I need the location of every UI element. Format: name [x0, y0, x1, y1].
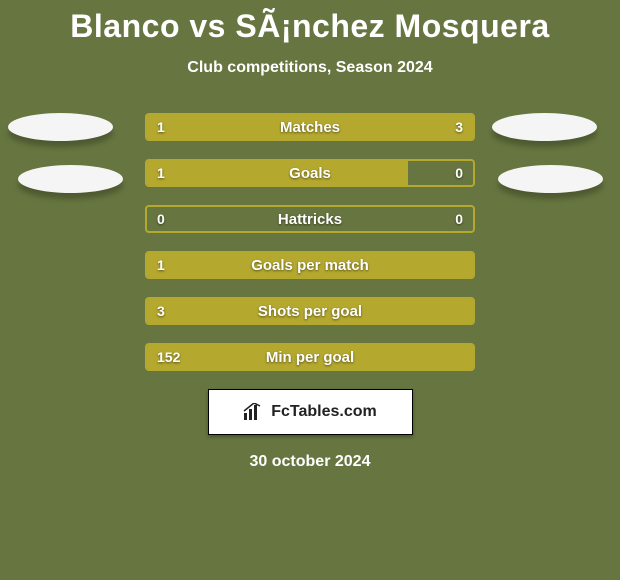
left-value: 3	[157, 299, 165, 323]
stat-label: Hattricks	[147, 207, 473, 231]
stat-row: 152Min per goal	[145, 343, 475, 371]
date-label: 30 october 2024	[0, 453, 620, 471]
stat-bars: 13Matches10Goals00Hattricks1Goals per ma…	[145, 113, 475, 371]
stats-area: 13Matches10Goals00Hattricks1Goals per ma…	[0, 113, 620, 471]
left-value: 1	[157, 161, 165, 185]
player-avatar-placeholder	[498, 165, 603, 193]
right-value: 0	[455, 161, 463, 185]
right-value: 0	[455, 207, 463, 231]
player-avatar-placeholder	[492, 113, 597, 141]
player-avatar-placeholder	[8, 113, 113, 141]
left-value: 1	[157, 115, 165, 139]
stat-row: 0 0Hattricks	[145, 205, 475, 233]
stat-row: 1Goals per match	[145, 251, 475, 279]
player-avatar-placeholder	[18, 165, 123, 193]
watermark: FcTables.com	[208, 389, 413, 435]
left-value: 1	[157, 253, 165, 277]
stat-row: 10Goals	[145, 159, 475, 187]
right-value: 3	[455, 115, 463, 139]
page-title: Blanco vs SÃ¡nchez Mosquera	[0, 0, 620, 45]
left-value: 152	[157, 345, 180, 369]
stat-row: 13Matches	[145, 113, 475, 141]
chart-icon	[243, 403, 265, 421]
comparison-container: Blanco vs SÃ¡nchez Mosquera Club competi…	[0, 0, 620, 580]
subtitle: Club competitions, Season 2024	[0, 59, 620, 77]
bar-fill-left	[147, 253, 473, 277]
watermark-text: FcTables.com	[271, 403, 377, 421]
bar-fill-left	[147, 299, 473, 323]
bar-fill-left	[147, 345, 473, 369]
bar-fill-left	[147, 161, 408, 185]
bar-fill-right	[229, 115, 474, 139]
left-value: 0	[157, 207, 165, 231]
stat-row: 3Shots per goal	[145, 297, 475, 325]
